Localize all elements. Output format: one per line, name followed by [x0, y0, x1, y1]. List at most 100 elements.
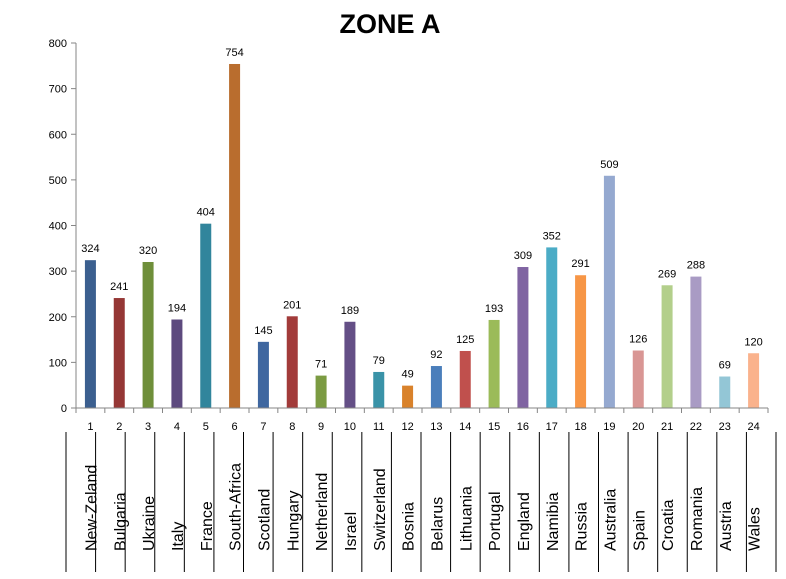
bar	[517, 267, 529, 408]
category-name-label: Hungary	[285, 491, 302, 551]
data-label: 241	[110, 281, 128, 293]
bar	[603, 175, 615, 408]
bar	[430, 366, 442, 408]
bar	[719, 376, 731, 408]
data-label: 201	[283, 299, 301, 311]
category-name-label: Russia	[574, 502, 591, 551]
category-name-label: France	[199, 501, 216, 551]
x-tick-label: 14	[459, 421, 471, 433]
x-tick-label: 15	[488, 421, 500, 433]
x-tick-label: 19	[603, 421, 615, 433]
bar	[257, 341, 269, 408]
category-name-label: South-Africa	[228, 463, 245, 551]
x-axis: 1 2 3 4 5 6 7 8 9 10 11 12 13 14 15 16 17 18 19 20 21 22 23 24	[75, 407, 769, 433]
category-name-label: Portugal	[487, 491, 504, 551]
category-name-label: Namibia	[545, 492, 562, 551]
data-label: 309	[514, 250, 532, 262]
category-name-label: Ukraine	[141, 496, 158, 551]
data-label: 189	[341, 305, 359, 317]
bar	[402, 385, 414, 408]
x-tick-label: 20	[632, 421, 644, 433]
category-name-label: Bulgaria	[112, 492, 129, 551]
x-tick-label: 23	[719, 421, 731, 433]
data-label: 324	[81, 243, 99, 255]
x-tick-label: 6	[232, 421, 238, 433]
data-label: 120	[744, 336, 762, 348]
y-tick-label: 500	[49, 175, 67, 187]
x-tick-label: 8	[289, 421, 295, 433]
category-name-label: Austria	[718, 501, 735, 551]
bar	[459, 350, 471, 408]
x-tick-label: 18	[574, 421, 586, 433]
data-label: 509	[600, 159, 618, 171]
data-label: 125	[456, 334, 474, 346]
x-tick-label: 2	[116, 421, 122, 433]
data-label: 320	[139, 245, 157, 257]
x-tick-label: 24	[747, 421, 759, 433]
category-name-label: Lithuania	[458, 486, 475, 551]
x-tick-label: 11	[373, 421, 384, 433]
x-tick-label: 22	[690, 421, 702, 433]
x-tick-label: 13	[430, 421, 442, 433]
data-label: 92	[430, 349, 442, 361]
x-tick-label: 16	[517, 421, 529, 433]
category-name-label: Belarus	[429, 497, 446, 551]
y-tick-label: 100	[49, 357, 67, 369]
category-name-label: Italy	[170, 522, 187, 551]
y-tick-label: 800	[49, 38, 67, 50]
bars	[84, 63, 760, 409]
x-tick-label: 1	[87, 421, 93, 433]
y-tick-label: 300	[49, 266, 67, 278]
bar	[171, 319, 183, 408]
category-name-label: Croatia	[660, 499, 677, 551]
category-name-label: Romania	[689, 487, 706, 551]
bar	[373, 371, 385, 408]
x-tick-label: 3	[145, 421, 151, 433]
bar	[315, 375, 327, 408]
data-label: 404	[197, 207, 215, 219]
data-label: 71	[315, 359, 327, 371]
data-label: 269	[658, 268, 676, 280]
data-label: 193	[485, 303, 503, 315]
x-tick-label: 9	[318, 421, 324, 433]
x-tick-label: 21	[661, 421, 673, 433]
category-name-label: Switzerland	[372, 468, 389, 551]
bar	[546, 247, 558, 408]
y-tick-label: 200	[49, 312, 67, 324]
data-label: 126	[629, 334, 647, 346]
bar	[661, 285, 673, 408]
y-tick-label: 700	[49, 84, 67, 96]
data-labels: 324 241 320 194 404 754 145 201 71 189 79 49 92 125 19…	[81, 47, 763, 381]
y-tick-label: 600	[49, 129, 67, 141]
category-name-labels: New-Zeland Bulgaria Ukraine Italy France Sout…	[65, 432, 777, 572]
y-tick-label: 400	[49, 221, 67, 233]
data-label: 754	[225, 47, 243, 59]
bar	[200, 223, 212, 408]
y-axis: 0 100 200 300 400 500 600 700 800	[49, 38, 77, 415]
x-tick-label: 4	[174, 421, 180, 433]
x-tick-label: 17	[546, 421, 558, 433]
category-name-label: Bosnia	[401, 502, 418, 551]
category-name-label: Wales	[747, 507, 764, 551]
bar	[488, 319, 500, 408]
category-name-label: Netherland	[314, 473, 331, 551]
data-label: 352	[543, 230, 561, 242]
bar	[286, 316, 298, 408]
bar	[142, 262, 154, 408]
chart-title: ZONE A	[340, 9, 441, 39]
data-label: 145	[254, 325, 272, 337]
data-label: 291	[571, 258, 589, 270]
bar	[690, 276, 702, 408]
data-label: 79	[373, 355, 385, 367]
bar	[748, 353, 760, 408]
category-name-label: England	[516, 492, 533, 551]
x-tick-label: 12	[401, 421, 413, 433]
x-tick-label: 7	[260, 421, 266, 433]
category-name-label: New-Zeland	[83, 465, 100, 551]
bar	[113, 298, 125, 408]
x-tick-label: 5	[203, 421, 209, 433]
bar	[632, 350, 644, 408]
bar	[229, 63, 241, 409]
x-tick-label: 10	[344, 421, 356, 433]
